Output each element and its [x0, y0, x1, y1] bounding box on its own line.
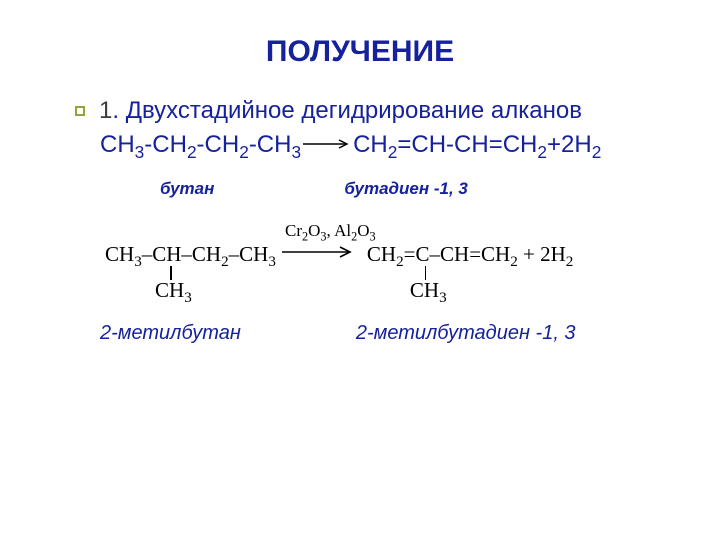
ch3-substituent-right: CH3 [410, 278, 447, 303]
label-butan: бутан [160, 179, 214, 199]
subtitle-text-wrap: 1. Двухстадийное дегидрирование алканов [99, 97, 582, 125]
reaction-2: Cr2O3, Al2O3 CH3–CH–CH2–CH3 CH3 CH2=C–CH… [105, 221, 670, 267]
label-2-methylbutane: 2-метилбутан [100, 322, 241, 345]
label-2-methylbutadiene: 2-метилбутадиен -1, 3 [356, 322, 576, 345]
subtitle-number: 1 [99, 97, 112, 124]
reaction-2-left-formula: CH3–CH–CH2–CH3 [105, 242, 276, 266]
slide-title: ПОЛУЧЕНИЕ [50, 35, 670, 69]
labels-row-1: бутан бутадиен -1, 3 [50, 179, 670, 199]
reaction-2-right-formula: CH2=C–CH=CH2 + 2H2 [367, 242, 573, 266]
reaction-2-right: CH2=C–CH=CH2 + 2H2 CH3 [367, 242, 573, 267]
reaction-1-left: CH3-CH2-CH2-CH3 [100, 131, 301, 158]
labels-row-2: 2-метилбутан 2-метилбутадиен -1, 3 [50, 322, 670, 345]
subtitle-row: 1. Двухстадийное дегидрирование алканов [75, 97, 670, 125]
subtitle-text: . Двухстадийное дегидрирование алканов [112, 97, 582, 124]
reaction-1: CH3-CH2-CH2-CH3 CH2=CH-CH=CH2+2H2 [100, 131, 670, 159]
slide-container: ПОЛУЧЕНИЕ 1. Двухстадийное дегидрировани… [0, 0, 720, 540]
arrow-icon [282, 245, 356, 264]
ch3-substituent-left: CH3 [155, 278, 192, 303]
label-butadien: бутадиен -1, 3 [344, 179, 467, 199]
reaction-2-left: CH3–CH–CH2–CH3 CH3 [105, 242, 276, 267]
bullet-icon [75, 106, 85, 116]
arrow-icon [303, 138, 351, 150]
reaction-1-right: CH2=CH-CH=CH2+2H2 [353, 131, 601, 158]
reaction-2-row: CH3–CH–CH2–CH3 CH3 CH2=C–CH=CH2 + 2H2 CH… [105, 242, 670, 267]
catalyst-label: Cr2O3, Al2O3 [285, 221, 670, 241]
